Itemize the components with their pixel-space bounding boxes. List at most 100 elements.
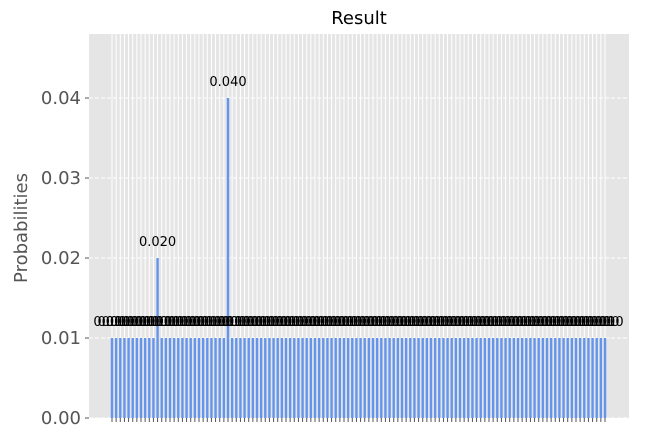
x-axis-ticks (111, 418, 606, 422)
data-label: 0.010 (193, 315, 230, 330)
data-label: 0.010 (479, 315, 516, 330)
data-label: 0.010 (404, 315, 441, 330)
bar (574, 338, 578, 418)
data-label: 0.010 (338, 315, 375, 330)
bar (591, 338, 594, 418)
bar (305, 338, 308, 418)
data-label: 0.010 (201, 315, 238, 330)
data-label: 0.010 (367, 315, 404, 330)
data-label: 0.010 (350, 315, 387, 330)
bar (467, 338, 470, 418)
data-label: 0.010 (230, 315, 267, 330)
data-label: 0.010 (400, 315, 437, 330)
data-label: 0.010 (375, 315, 412, 330)
bar (520, 338, 524, 418)
bar (114, 338, 118, 418)
bar (326, 338, 329, 418)
bar (512, 338, 516, 418)
data-label: 0.010 (541, 315, 578, 330)
y-axis-ticks: 0.00 0.01 0.02 0.03 0.04 (41, 88, 89, 429)
data-label: 0.010 (180, 315, 217, 330)
bar (185, 338, 188, 418)
data-label: 0.010 (450, 315, 487, 330)
y-tick-label: 0.01 (41, 328, 81, 349)
data-label: 0.010 (127, 315, 164, 330)
data-label: 0.010 (533, 315, 570, 330)
data-label: 0.010 (284, 315, 321, 330)
data-label: 0.010 (214, 315, 251, 330)
bar (189, 338, 192, 418)
bar (479, 338, 482, 418)
bar (280, 338, 284, 418)
data-label: 0.010 (520, 315, 557, 330)
bar (251, 338, 255, 418)
data-label: 0.010 (172, 315, 209, 330)
bar (562, 338, 565, 418)
bar (396, 338, 400, 418)
bar (599, 338, 603, 418)
data-label: 0.010 (371, 315, 408, 330)
data-label: 0.010 (197, 315, 234, 330)
bar (583, 338, 586, 418)
data-label: 0.010 (263, 315, 300, 330)
data-label: 0.010 (288, 315, 325, 330)
bar (533, 338, 536, 418)
bar (375, 338, 379, 418)
data-label: 0.010 (93, 315, 130, 330)
data-label: 0.010 (305, 315, 342, 330)
bar (123, 338, 126, 418)
bar (346, 338, 350, 418)
bar (110, 338, 114, 418)
data-label: 0.010 (189, 315, 226, 330)
bar (293, 338, 296, 418)
data-label: 0.010 (578, 315, 615, 330)
bar (450, 338, 453, 418)
bar (462, 338, 466, 418)
data-label: 0.010 (292, 315, 329, 330)
data-labels: 0.0100.0100.0100.0100.0100.0100.0100.010… (93, 75, 623, 330)
data-label: 0.010 (330, 315, 367, 330)
bar (247, 338, 250, 418)
bar (355, 338, 358, 418)
bar (156, 258, 159, 418)
data-label: 0.010 (363, 315, 400, 330)
bar (566, 338, 569, 418)
data-label: 0.010 (396, 315, 433, 330)
bar (338, 338, 342, 418)
bar (317, 338, 321, 418)
data-label: 0.010 (272, 315, 309, 330)
bar (433, 338, 437, 418)
data-label: 0.010 (487, 315, 524, 330)
data-label: 0.010 (475, 315, 512, 330)
data-label: 0.010 (586, 315, 623, 330)
bar (442, 338, 445, 418)
data-label: 0.010 (524, 315, 561, 330)
data-label: 0.010 (226, 315, 263, 330)
y-tick-label: 0.00 (41, 408, 81, 429)
data-label: 0.040 (209, 75, 246, 90)
data-label: 0.010 (582, 315, 619, 330)
bar (554, 338, 557, 418)
bar (152, 338, 155, 418)
data-label: 0.010 (110, 315, 147, 330)
data-label: 0.010 (238, 315, 275, 330)
data-label: 0.010 (234, 315, 271, 330)
bar (529, 338, 532, 418)
bar (421, 338, 424, 418)
data-label: 0.010 (251, 315, 288, 330)
bar (363, 338, 366, 418)
bar (491, 338, 495, 418)
bar (235, 338, 238, 418)
bar (127, 338, 130, 418)
data-label: 0.010 (446, 315, 483, 330)
data-label: 0.010 (218, 315, 255, 330)
bar (264, 338, 267, 418)
bar (471, 338, 474, 418)
data-label: 0.010 (354, 315, 391, 330)
bar (222, 338, 226, 418)
bar-series (110, 98, 607, 418)
bar (496, 338, 499, 418)
data-label: 0.010 (359, 315, 396, 330)
bar (309, 338, 313, 418)
data-label: 0.010 (392, 315, 429, 330)
